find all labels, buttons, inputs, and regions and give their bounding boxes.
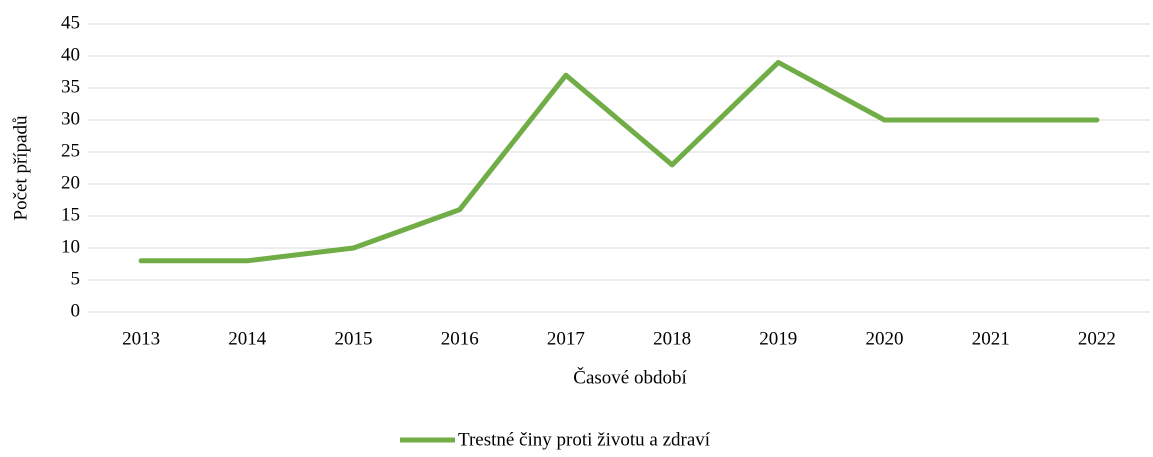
x-tick-label: 2022 [1078, 328, 1116, 349]
x-tick-label: 2021 [972, 328, 1010, 349]
y-tick-label: 40 [61, 44, 80, 65]
legend-label: Trestné činy proti životu a zdraví [458, 429, 711, 450]
y-tick-label: 25 [61, 140, 80, 161]
x-tick-label: 2015 [335, 328, 373, 349]
x-tick-label: 2014 [228, 328, 267, 349]
y-tick-label: 5 [71, 268, 81, 289]
y-tick-label: 45 [61, 12, 80, 33]
y-axis-label: Počet případů [10, 115, 31, 221]
y-tick-label: 20 [61, 172, 80, 193]
x-axis-label: Časové období [573, 366, 687, 388]
x-tick-label: 2013 [122, 328, 160, 349]
x-tick-label: 2017 [547, 328, 585, 349]
y-tick-label: 10 [61, 236, 80, 257]
x-tick-label: 2018 [653, 328, 691, 349]
x-tick-label: 2016 [441, 328, 479, 349]
y-tick-label: 30 [61, 108, 80, 129]
x-tick-label: 2020 [866, 328, 904, 349]
y-tick-label: 35 [61, 76, 80, 97]
y-tick-label: 0 [71, 300, 81, 321]
y-tick-label: 15 [61, 204, 80, 225]
x-tick-label: 2019 [759, 328, 797, 349]
data-line [138, 59, 1100, 264]
